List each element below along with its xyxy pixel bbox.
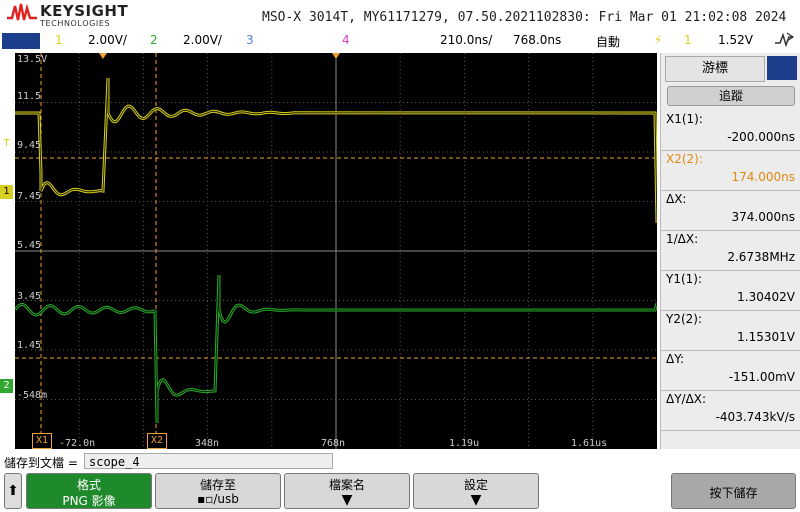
filename-softkey[interactable]: 檔案名 ▼ (284, 473, 410, 509)
measurement-value: 374.000ns (731, 210, 795, 224)
measurement-label: Y1(1): (666, 272, 703, 286)
push-down-icon: ▼ (470, 492, 482, 508)
ch2-scale[interactable]: 2.00V/ (183, 33, 222, 47)
measurement-label: ΔY: (666, 352, 684, 366)
ch1-number[interactable]: 1 (55, 33, 63, 47)
back-button[interactable]: ⬆ (4, 473, 22, 509)
trigger-source[interactable]: 1 (684, 33, 692, 47)
volt-label: 3.45 (17, 291, 42, 302)
keysight-wave-icon (7, 3, 37, 21)
brand-name: KEYSIGHT (40, 2, 129, 20)
ch1-trace-core (15, 77, 657, 224)
save-to-softkey-label: 儲存至 (199, 478, 236, 492)
trigger-edge-icon: ⚡ (654, 33, 663, 47)
trigger-position-marker (99, 53, 107, 59)
measurement-row: Y2(2): 1.15301V (661, 310, 800, 351)
measurement-label: X2(2): (666, 152, 703, 166)
measurement-value: -151.00mV (728, 370, 795, 384)
channel-offset-strip: T 1 2 (0, 53, 15, 449)
cursor-mode-button[interactable]: 追蹤 (667, 86, 795, 106)
measurement-value: -200.000ns (727, 130, 795, 144)
filename-field[interactable]: scope_4 (84, 453, 333, 469)
press-to-save-label: 按下儲存 (709, 486, 758, 500)
waveform-graticule (15, 53, 657, 449)
measurement-row: ΔX: 374.000ns (661, 190, 800, 231)
ch2-trace-core (15, 274, 657, 424)
volt-label: 13.5V (17, 54, 48, 65)
save-to-file-label: 儲存到文檔 = (4, 456, 78, 470)
ch3-number[interactable]: 3 (246, 33, 254, 47)
measurement-label: X1(1): (666, 112, 703, 126)
measurement-label: Y2(2): (666, 312, 703, 326)
save-to-path: /usb (213, 492, 239, 506)
measurement-row: X2(2): 174.000ns (661, 150, 800, 191)
volt-label: 5.45 (17, 240, 42, 251)
delay[interactable]: 768.0ns (513, 33, 562, 47)
usb-icon: ▪▫ (197, 492, 214, 506)
timebase[interactable]: 210.0ns/ (440, 33, 493, 47)
ch4-number[interactable]: 4 (342, 33, 350, 47)
volt-label: -548m (17, 390, 48, 401)
filename-softkey-label: 檔案名 (328, 478, 365, 492)
measurement-value: 1.30402V (737, 290, 795, 304)
measurement-row: ΔY: -151.00mV (661, 350, 800, 391)
time-label: 1.19u (449, 438, 480, 449)
measurement-label: 1/ΔX: (666, 232, 699, 246)
cursor-panel: 游標 追蹤 X1(1): -200.000ns X2(2): 174.000ns ΔX:… (660, 53, 800, 449)
time-label: 348n (195, 438, 220, 449)
trigger-mode[interactable]: 自動 (596, 35, 621, 49)
format-softkey[interactable]: 格式 PNG 影像 (26, 473, 152, 509)
keysight-logo: KEYSIGHT TECHNOLOGIES (6, 2, 131, 30)
tab-menu-icon[interactable] (767, 56, 797, 80)
ch2-number[interactable]: 2 (150, 33, 158, 47)
measurement-row: 1/ΔX: 2.6738MHz (661, 230, 800, 271)
cursor-x2-tag[interactable]: X2 (147, 433, 167, 449)
measurement-label: ΔX: (666, 192, 687, 206)
press-to-save-softkey[interactable]: 按下儲存 (671, 473, 796, 509)
up-arrow-icon: ⬆ (7, 483, 19, 499)
trigger-level-marker[interactable]: T (3, 138, 10, 149)
measurement-label: ΔY/ΔX: (666, 392, 707, 406)
time-label: 1.61us (571, 438, 608, 449)
ch2-ground-marker[interactable]: 2 (0, 379, 13, 393)
save-to-softkey-value: ▪▫/usb (156, 492, 280, 506)
brand-sub: TECHNOLOGIES (40, 19, 111, 28)
format-softkey-value: PNG 影像 (62, 494, 116, 508)
time-label: 768n (321, 438, 346, 449)
format-softkey-label: 格式 (76, 478, 101, 492)
time-label: -72.0n (59, 438, 96, 449)
cursor-x1-tag[interactable]: X1 (32, 433, 52, 449)
volt-label: 9.45 (17, 140, 42, 151)
settings-softkey-label: 設定 (463, 478, 488, 492)
measurement-value: 2.6738MHz (727, 250, 795, 264)
measurement-row: X1(1): -200.000ns (661, 110, 800, 151)
save-bar: 儲存到文檔 = scope_4 (0, 452, 660, 472)
channel-menu-button[interactable] (2, 33, 40, 49)
push-down-icon: ▼ (341, 492, 353, 508)
volt-label: 11.5 (17, 91, 42, 102)
measurement-row: ΔY/ΔX: -403.743kV/s (661, 390, 800, 431)
measurement-value: -403.743kV/s (715, 410, 795, 424)
measurement-value: 1.15301V (737, 330, 795, 344)
volt-label: 7.45 (17, 191, 42, 202)
tab-cursors[interactable]: 游標 (665, 56, 765, 82)
settings-softkey[interactable]: 設定 ▼ (413, 473, 539, 509)
status-bar: 1 2.00V/ 2 2.00V/ 3 4 210.0ns/ 768.0ns 自… (0, 31, 800, 51)
trigger-level[interactable]: 1.52V (718, 33, 753, 47)
measurement-value: 174.000ns (731, 170, 795, 184)
delay-marker (332, 53, 340, 59)
ch1-scale[interactable]: 2.00V/ (88, 33, 127, 47)
signal-icon (773, 31, 795, 52)
ch1-ground-marker[interactable]: 1 (0, 185, 13, 199)
waveform-display[interactable]: 13.5V 11.5 9.45 7.45 5.45 3.45 1.45 -548… (15, 53, 657, 449)
save-to-softkey[interactable]: 儲存至 ▪▫/usb (155, 473, 281, 509)
measurement-row: Y1(1): 1.30402V (661, 270, 800, 311)
instrument-title: MSO-X 3014T, MY61171279, 07.50.202110283… (262, 10, 787, 25)
volt-label: 1.45 (17, 340, 42, 351)
